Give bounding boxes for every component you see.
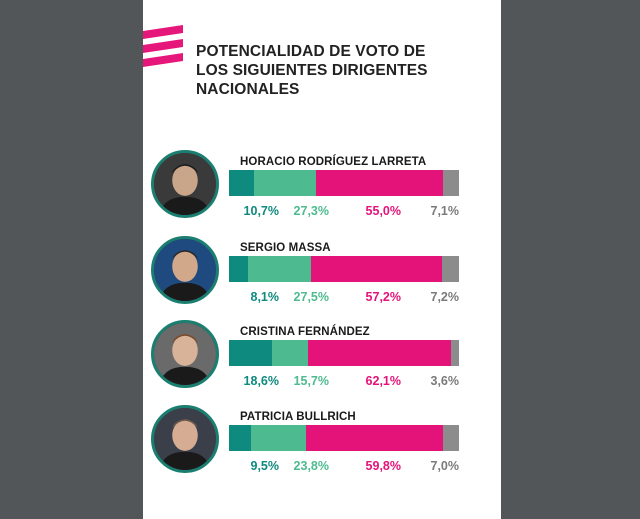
title-line-2: LOS SIGUIENTES DIRIGENTES bbox=[196, 62, 428, 79]
data-label-2: 23,8% bbox=[293, 459, 329, 473]
data-label-3: 57,2% bbox=[365, 290, 401, 304]
value-labels: 8,1% 27,5% 57,2% 7,2% bbox=[229, 290, 460, 304]
bar-segment-4 bbox=[442, 170, 459, 196]
data-label-4: 7,2% bbox=[430, 290, 460, 304]
data-label-1: 9,5% bbox=[250, 459, 280, 473]
candidate-name-label: PATRICIA BULLRICH bbox=[240, 411, 356, 423]
candidate-name-label: HORACIO RODRÍGUEZ LARRETA bbox=[240, 156, 427, 168]
bar-segment-2 bbox=[253, 170, 317, 196]
stacked-bar bbox=[229, 256, 459, 282]
candidate-name-label: SERGIO MASSA bbox=[240, 242, 331, 254]
data-label-4: 3,6% bbox=[430, 374, 460, 388]
title-line-1: POTENCIALIDAD DE VOTO DE bbox=[196, 43, 426, 60]
bar-segment-3 bbox=[307, 340, 451, 366]
data-label-1: 10,7% bbox=[243, 204, 279, 218]
candidate-photo-avatar bbox=[151, 320, 219, 388]
bar-segment-1 bbox=[229, 256, 248, 282]
value-labels: 18,6% 15,7% 62,1% 3,6% bbox=[229, 374, 459, 388]
person-silhouette-icon bbox=[154, 323, 216, 385]
data-label-1: 18,6% bbox=[243, 374, 279, 388]
person-silhouette-icon bbox=[154, 239, 216, 301]
title-line-3: NACIONALES bbox=[196, 81, 300, 98]
bar-segment-2 bbox=[250, 425, 306, 451]
stacked-bar bbox=[229, 425, 459, 451]
person-silhouette-icon bbox=[154, 408, 216, 470]
candidate-row: HORACIO RODRÍGUEZ LARRETA 10,7% 27,3% 55,0%… bbox=[143, 150, 501, 230]
stacked-bar-chart: HORACIO RODRÍGUEZ LARRETA 10,7% 27,3% 55,0%… bbox=[143, 0, 501, 519]
person-silhouette-icon bbox=[154, 153, 216, 215]
data-label-4: 7,0% bbox=[430, 459, 460, 473]
candidate-row: PATRICIA BULLRICH 9,5% 23,8% 59,8% 7,0% bbox=[143, 405, 501, 485]
chart-title: POTENCIALIDAD DE VOTO DE LOS SIGUIENTES … bbox=[196, 42, 486, 99]
bar-segment-1 bbox=[229, 340, 272, 366]
bar-segment-1 bbox=[229, 425, 251, 451]
bar-segment-3 bbox=[316, 170, 443, 196]
bar-segment-4 bbox=[450, 340, 459, 366]
candidate-photo-avatar bbox=[151, 150, 219, 218]
bar-segment-3 bbox=[310, 256, 443, 282]
data-label-3: 59,8% bbox=[365, 459, 401, 473]
bar-segment-1 bbox=[229, 170, 254, 196]
value-labels: 9,5% 23,8% 59,8% 7,0% bbox=[229, 459, 460, 473]
data-label-4: 7,1% bbox=[430, 204, 460, 218]
data-label-1: 8,1% bbox=[250, 290, 280, 304]
data-label-2: 27,3% bbox=[293, 204, 329, 218]
candidate-photo-avatar bbox=[151, 236, 219, 304]
candidate-row: SERGIO MASSA 8,1% 27,5% 57,2% 7,2% bbox=[143, 236, 501, 316]
data-label-3: 55,0% bbox=[365, 204, 401, 218]
data-label-3: 62,1% bbox=[365, 374, 401, 388]
data-label-2: 27,5% bbox=[293, 290, 329, 304]
bar-segment-4 bbox=[442, 425, 459, 451]
value-labels: 10,7% 27,3% 55,0% 7,1% bbox=[229, 204, 459, 218]
candidate-row: CRISTINA FERNÁNDEZ 18,6% 15,7% 62,1% 3,6% bbox=[143, 320, 501, 400]
candidate-name-label: CRISTINA FERNÁNDEZ bbox=[240, 326, 370, 338]
stacked-bar bbox=[229, 170, 459, 196]
bar-segment-2 bbox=[271, 340, 308, 366]
brand-logo-icon bbox=[143, 25, 183, 67]
data-label-2: 15,7% bbox=[293, 374, 329, 388]
stacked-bar bbox=[229, 340, 459, 366]
bar-segment-4 bbox=[442, 256, 459, 282]
bar-segment-3 bbox=[305, 425, 443, 451]
bar-segment-2 bbox=[247, 256, 311, 282]
candidate-photo-avatar bbox=[151, 405, 219, 473]
infographic-page: POTENCIALIDAD DE VOTO DE LOS SIGUIENTES … bbox=[143, 0, 501, 519]
